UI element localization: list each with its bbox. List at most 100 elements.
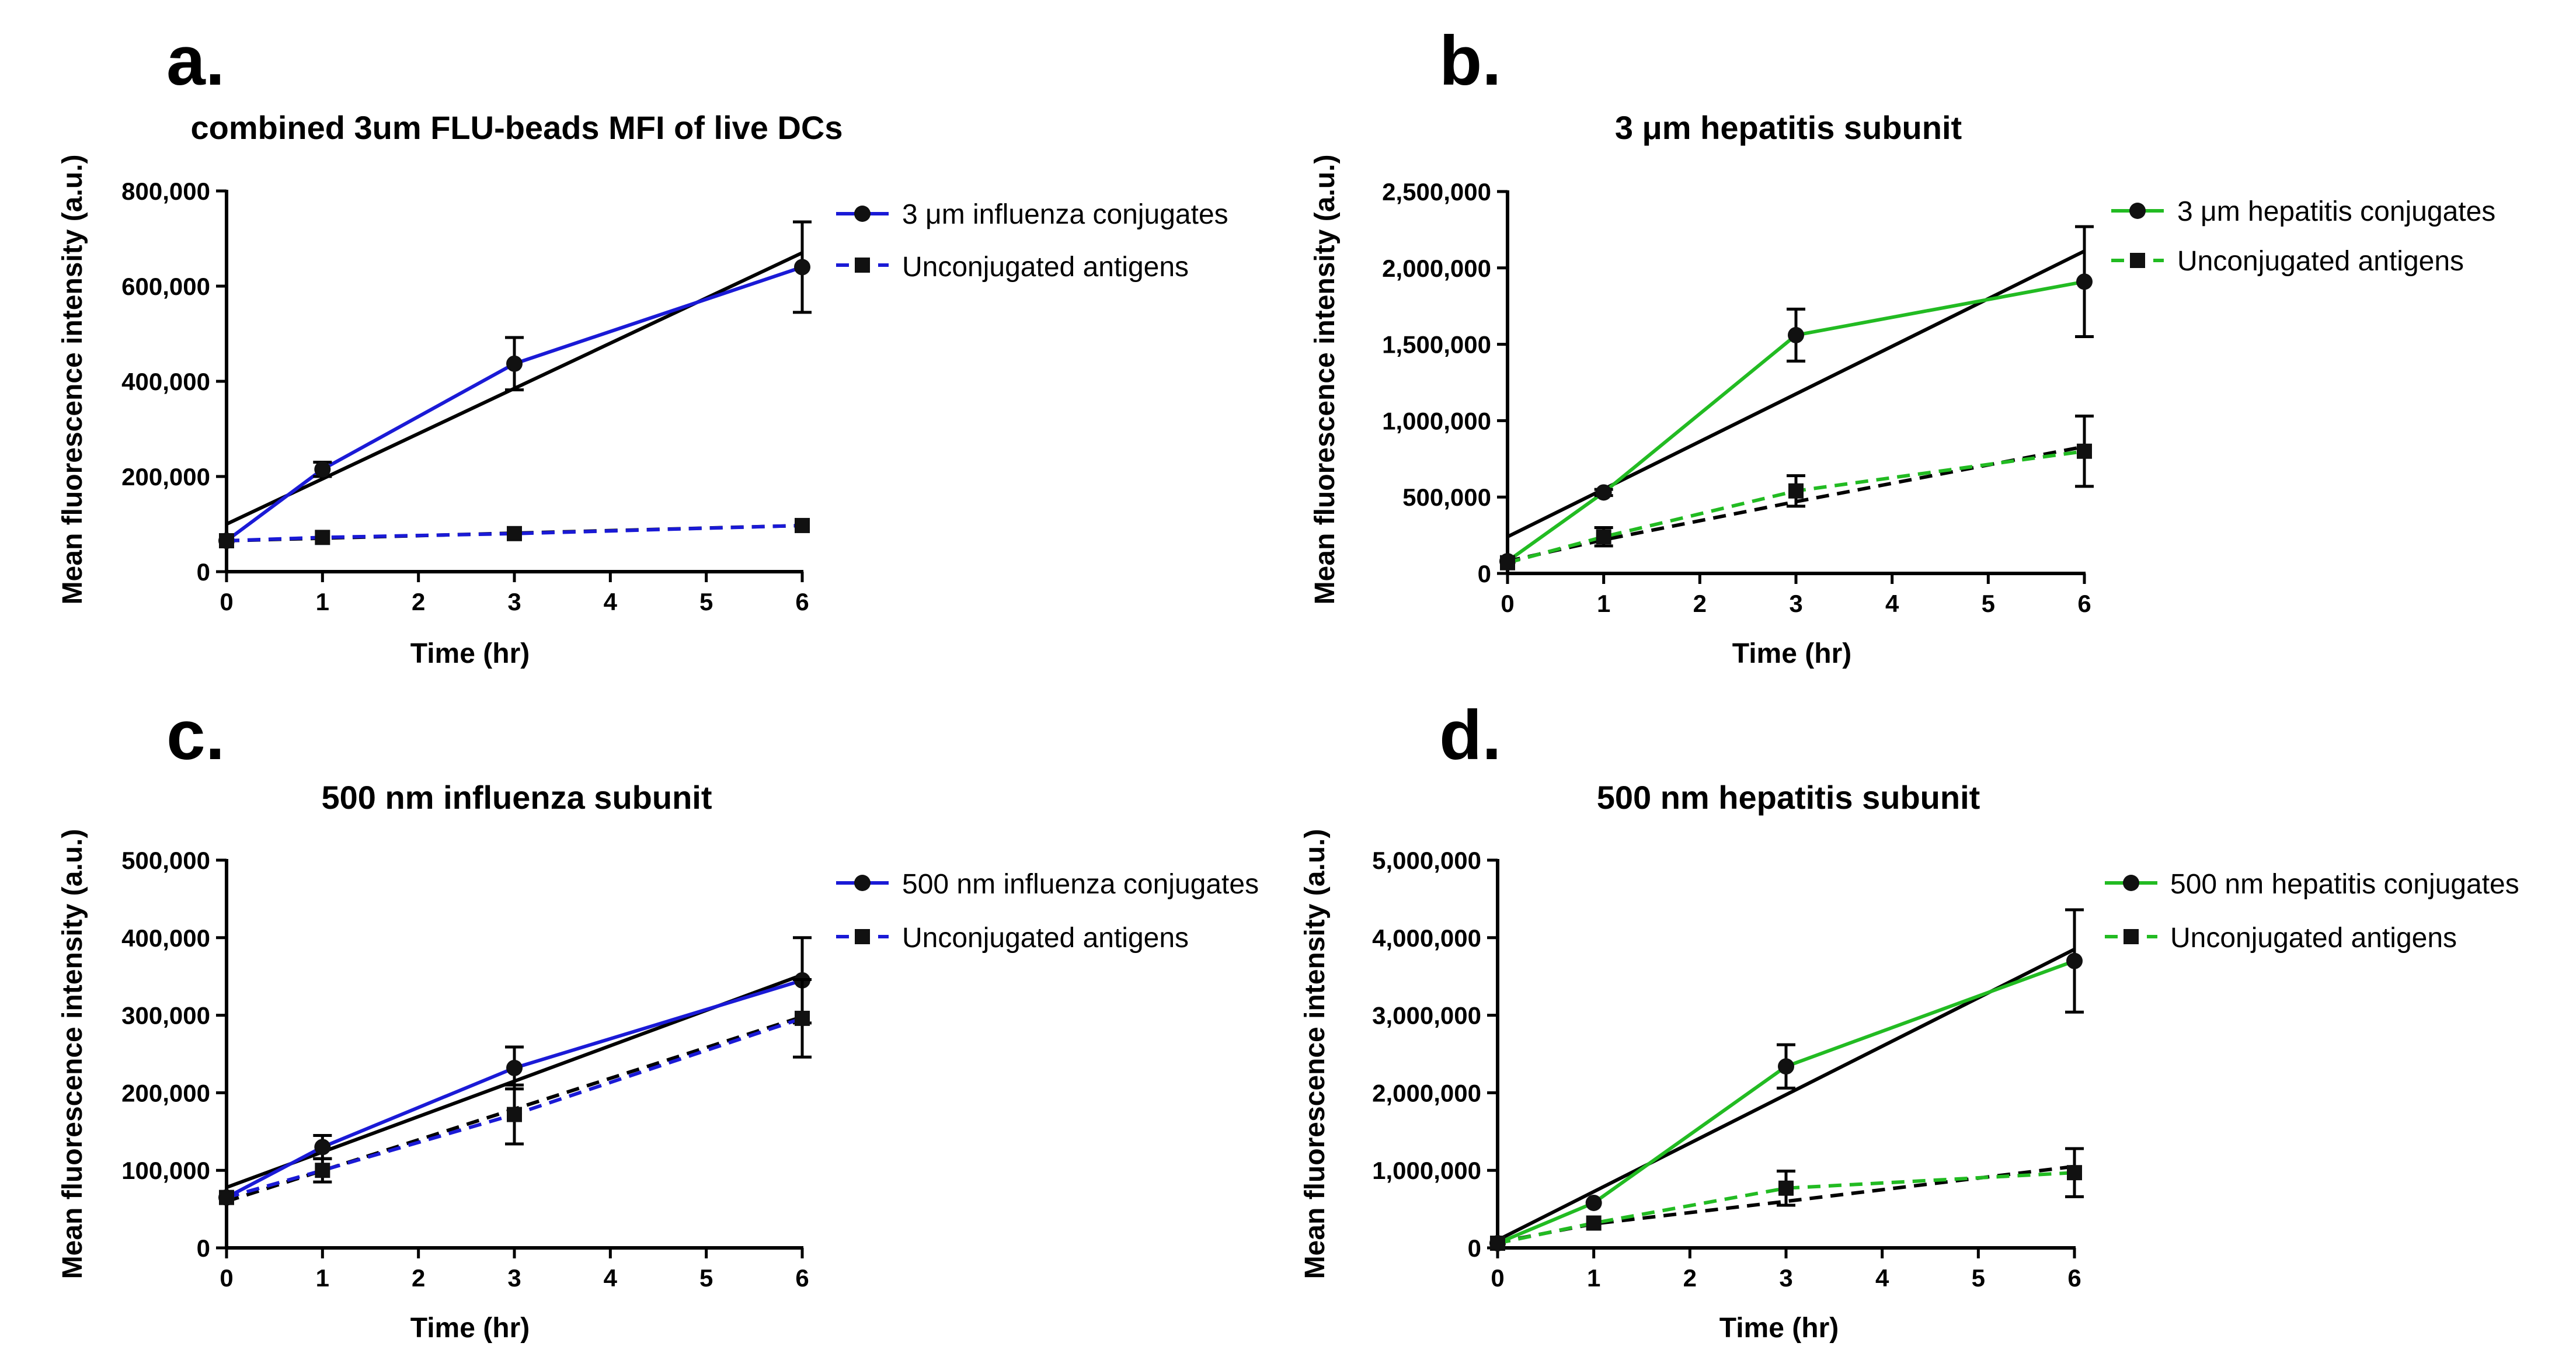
data-point bbox=[1778, 1058, 1794, 1075]
y-tick-label: 800,000 bbox=[121, 178, 210, 205]
y-tick-label: 2,000,000 bbox=[1382, 255, 1491, 282]
data-point bbox=[506, 355, 523, 372]
legend-label: Unconjugated antigens bbox=[2170, 923, 2457, 954]
legend-marker bbox=[2124, 929, 2139, 944]
legend-entry: 3 μm hepatitis conjugates bbox=[2177, 196, 2495, 227]
legend-entry: Unconjugated antigens bbox=[902, 252, 1189, 283]
legend-entry: Unconjugated antigens bbox=[2170, 923, 2457, 954]
x-tick-label: 4 bbox=[1885, 590, 1899, 617]
panel-letter: b. bbox=[1439, 22, 1502, 100]
chart-title: combined 3um FLU-beads MFI of live DCs bbox=[190, 109, 843, 146]
panel-a: a. combined 3um FLU-beads MFI of live DC… bbox=[57, 22, 1228, 669]
y-axis-label: Mean fluorescence intensity (a.u.) bbox=[1300, 829, 1331, 1279]
data-point bbox=[795, 517, 810, 533]
x-tick-label: 5 bbox=[1972, 1264, 1985, 1292]
data-point bbox=[314, 461, 331, 478]
series-line bbox=[225, 978, 803, 1199]
legend-label: Unconjugated antigens bbox=[2177, 246, 2464, 277]
series-line bbox=[1506, 280, 2085, 563]
x-tick-label: 5 bbox=[699, 1264, 713, 1292]
data-point bbox=[1586, 1215, 1602, 1231]
y-tick-label: 400,000 bbox=[121, 924, 210, 952]
x-axis-label: Time (hr) bbox=[1732, 638, 1851, 669]
y-tick-label: 1,000,000 bbox=[1372, 1157, 1481, 1184]
panel-b: b. 3 μm hepatitis subunit Time (hr) Mean… bbox=[1310, 22, 2495, 669]
x-tick-label: 1 bbox=[1597, 590, 1610, 617]
data-point bbox=[1788, 483, 1804, 499]
chart-title: 3 μm hepatitis subunit bbox=[1615, 109, 1962, 146]
y-axis-label: Mean fluorescence intensity (a.u.) bbox=[1310, 155, 1341, 605]
series-line bbox=[226, 523, 803, 543]
data-point bbox=[2077, 443, 2092, 459]
x-tick-label: 5 bbox=[1982, 590, 1995, 617]
x-tick-label: 6 bbox=[795, 588, 809, 615]
y-tick-label: 4,000,000 bbox=[1372, 924, 1481, 952]
data-point bbox=[507, 1107, 522, 1122]
legend-entry: Unconjugated antigens bbox=[2177, 246, 2464, 277]
x-tick-label: 3 bbox=[1789, 590, 1802, 617]
y-tick-label: 0 bbox=[197, 558, 210, 586]
y-tick-label: 0 bbox=[197, 1234, 210, 1262]
y-tick-label: 0 bbox=[1478, 560, 1491, 587]
panel-letter: c. bbox=[166, 696, 225, 774]
legend-entry: 3 μm influenza conjugates bbox=[902, 199, 1228, 230]
legend-marker bbox=[855, 258, 870, 273]
legend-label: Unconjugated antigens bbox=[902, 252, 1189, 283]
data-point bbox=[1778, 1180, 1794, 1196]
x-axis-label: Time (hr) bbox=[410, 1313, 530, 1344]
x-tick-label: 2 bbox=[412, 588, 425, 615]
series-line bbox=[1497, 1171, 2075, 1245]
legend-marker bbox=[2129, 203, 2146, 219]
y-tick-label: 2,000,000 bbox=[1372, 1079, 1481, 1107]
y-axis-label: Mean fluorescence intensity (a.u.) bbox=[57, 155, 88, 605]
legend-label: 3 μm hepatitis conjugates bbox=[2177, 196, 2495, 227]
x-tick-label: 0 bbox=[1491, 1264, 1504, 1292]
legend-label: 3 μm influenza conjugates bbox=[902, 199, 1228, 230]
data-point bbox=[506, 1059, 523, 1076]
x-tick-label: 3 bbox=[507, 588, 521, 615]
y-tick-label: 2,500,000 bbox=[1382, 178, 1491, 206]
legend-marker bbox=[2123, 875, 2139, 891]
x-tick-label: 6 bbox=[795, 1264, 809, 1292]
x-tick-label: 0 bbox=[220, 588, 233, 615]
series-line bbox=[226, 1017, 803, 1199]
panel-letter: d. bbox=[1439, 696, 1502, 774]
legend-label: 500 nm hepatitis conjugates bbox=[2170, 869, 2519, 900]
data-point bbox=[315, 1163, 330, 1178]
legend-marker bbox=[2130, 253, 2145, 268]
data-point bbox=[314, 1139, 331, 1156]
y-tick-label: 500,000 bbox=[1402, 484, 1491, 511]
data-point bbox=[794, 259, 810, 276]
data-point bbox=[1595, 484, 1612, 501]
data-point bbox=[2067, 1165, 2082, 1181]
legend-entry: 500 nm hepatitis conjugates bbox=[2170, 869, 2519, 900]
panel-c: c. 500 nm influenza subunit Time (hr) Me… bbox=[57, 696, 1259, 1344]
data-point bbox=[219, 1189, 234, 1205]
x-tick-label: 4 bbox=[1875, 1264, 1889, 1292]
series-line bbox=[1496, 959, 2076, 1245]
legend-entry: 500 nm influenza conjugates bbox=[902, 869, 1259, 900]
x-tick-label: 3 bbox=[1779, 1264, 1792, 1292]
x-tick-label: 0 bbox=[1501, 590, 1514, 617]
y-tick-label: 200,000 bbox=[121, 463, 210, 491]
x-tick-label: 6 bbox=[2067, 1264, 2081, 1292]
data-point bbox=[507, 526, 522, 541]
y-tick-label: 100,000 bbox=[121, 1157, 210, 1184]
x-axis-label: Time (hr) bbox=[1719, 1313, 1839, 1344]
series-line bbox=[225, 265, 803, 542]
data-point bbox=[219, 533, 234, 549]
x-axis-label: Time (hr) bbox=[410, 638, 530, 669]
data-point bbox=[1788, 326, 1804, 343]
y-tick-label: 500,000 bbox=[121, 847, 210, 874]
legend-entry: Unconjugated antigens bbox=[902, 923, 1189, 954]
legend-marker bbox=[855, 929, 870, 944]
x-tick-label: 1 bbox=[316, 1264, 329, 1292]
data-point bbox=[2066, 952, 2083, 969]
legend-marker bbox=[854, 875, 871, 891]
legend-marker bbox=[854, 206, 871, 222]
y-tick-label: 5,000,000 bbox=[1372, 847, 1481, 874]
y-tick-label: 1,500,000 bbox=[1382, 331, 1491, 359]
y-tick-label: 300,000 bbox=[121, 1002, 210, 1029]
x-tick-label: 2 bbox=[1693, 590, 1707, 617]
